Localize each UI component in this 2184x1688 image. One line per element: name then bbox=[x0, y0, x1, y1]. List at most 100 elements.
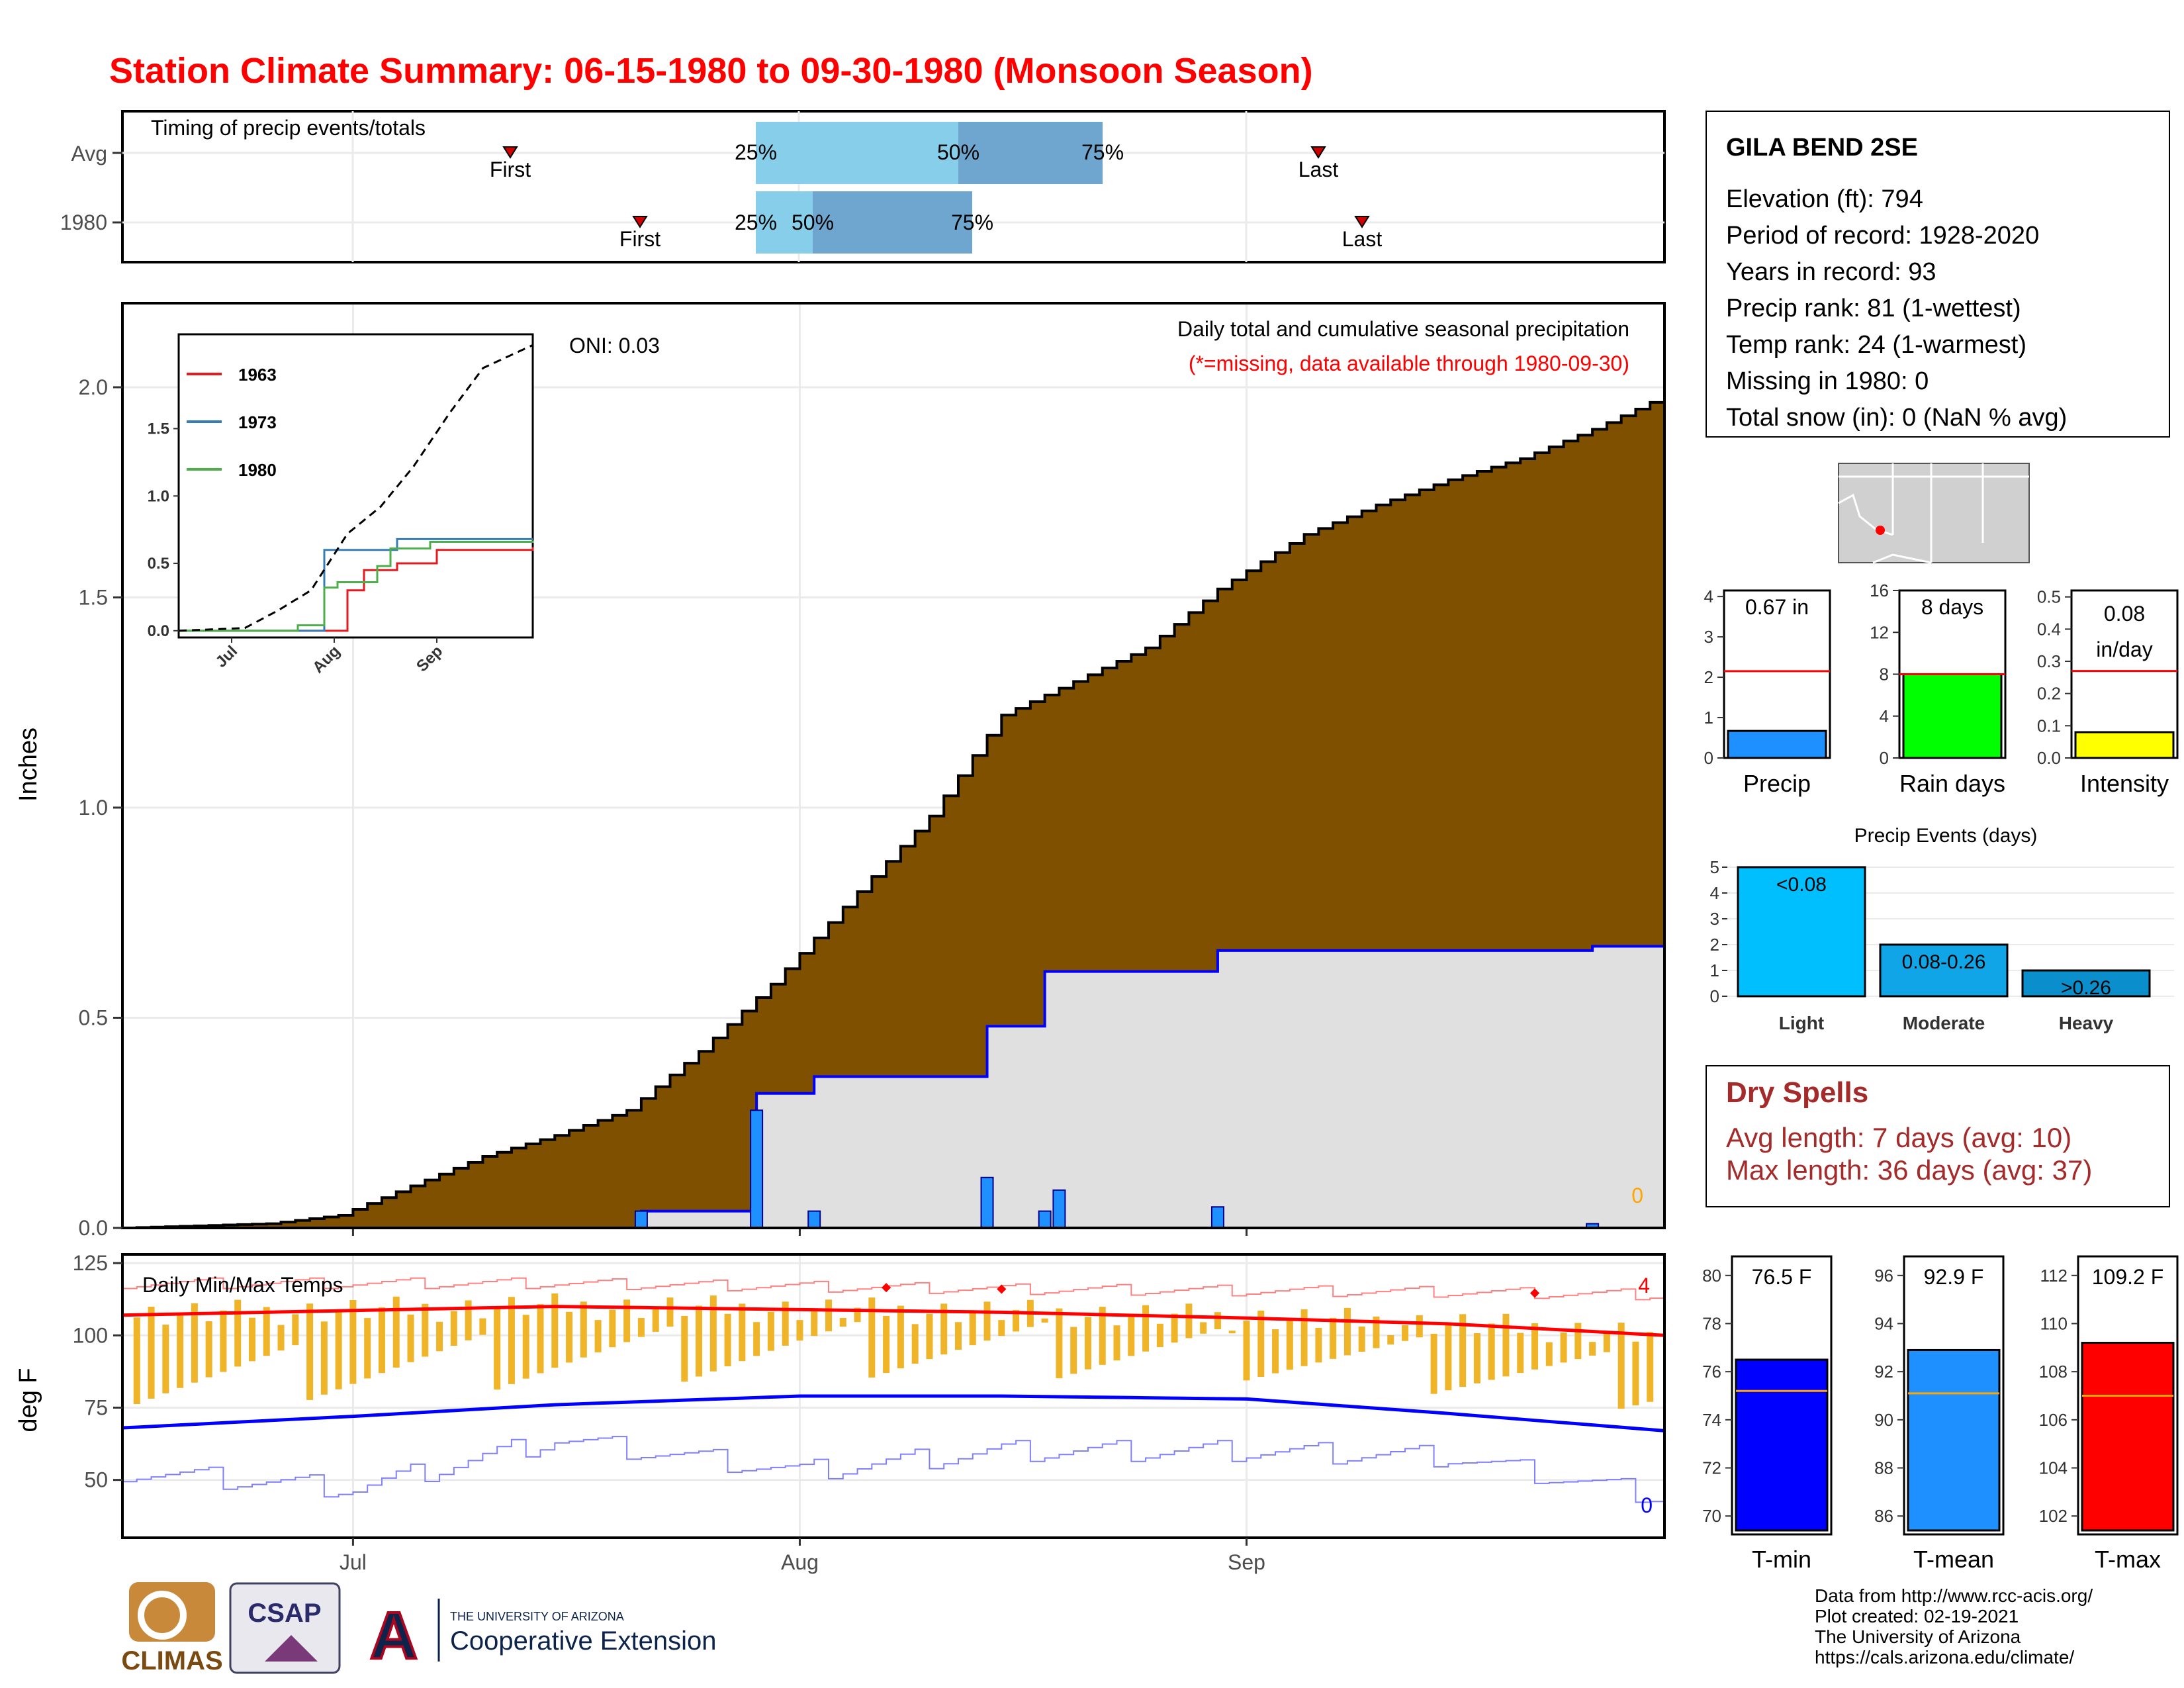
axis-tick-label: 0.0 bbox=[2037, 748, 2061, 768]
intensity-unit: in/day bbox=[2096, 637, 2152, 661]
footer-line-3: The University of Arizona bbox=[1815, 1626, 2021, 1647]
daily-temp-bar bbox=[465, 1300, 472, 1340]
axis-tick-label: 80 bbox=[1702, 1266, 1721, 1286]
daily-temp-bar bbox=[983, 1301, 991, 1341]
intensity-value: 0.08 bbox=[2104, 602, 2145, 626]
daily-temp-bar bbox=[926, 1313, 933, 1360]
precip-events-axis: 0 1 2 3 4 5 bbox=[1710, 857, 1727, 1006]
daily-temp-bar bbox=[1330, 1317, 1337, 1359]
precip-y-tick-label: 0.5 bbox=[79, 1006, 108, 1030]
axis-tick-label: 0.1 bbox=[2037, 716, 2061, 735]
axis-tick-label: 72 bbox=[1702, 1458, 1721, 1478]
daily-temp-bar bbox=[1517, 1333, 1524, 1374]
daily-temp-bar bbox=[292, 1314, 299, 1346]
axis-tick-label: 0 bbox=[1704, 748, 1713, 768]
daily-temp-bar bbox=[1402, 1325, 1409, 1341]
rain-days-bar bbox=[1902, 673, 2003, 759]
timing-1980-first-label: First bbox=[619, 227, 660, 251]
daily-temp-bar bbox=[868, 1297, 876, 1378]
precip-total-axis: 0 1 2 3 4 bbox=[1704, 586, 1724, 768]
daily-temp-bar bbox=[580, 1301, 587, 1358]
tmean-axis: 86 88 90 92 94 96 bbox=[1874, 1266, 1904, 1526]
timing-1980-first-marker bbox=[632, 216, 648, 228]
ua-logo[interactable]: A THE UNIVERSITY OF ARIZONA Cooperative … bbox=[361, 1597, 716, 1674]
daily-temp-bar bbox=[450, 1311, 457, 1346]
temps-max-missing: 4 bbox=[1638, 1274, 1650, 1297]
tmean-bar bbox=[1907, 1348, 2001, 1532]
daily-temp-bar bbox=[364, 1318, 371, 1379]
inset-plot: 0.00.51.01.5 Jul Aug Sep 1963 1973 1980 bbox=[148, 333, 534, 677]
inset-y-tick-label: 1.5 bbox=[148, 420, 169, 438]
precip-missing-note: (*=missing, data available through 1980-… bbox=[1189, 352, 1629, 375]
inset-y-tick-label: 0.5 bbox=[148, 555, 169, 573]
daily-temp-bar bbox=[1128, 1315, 1135, 1356]
daily-precip-bar bbox=[750, 1109, 764, 1229]
precip-total-value: 0.67 in bbox=[1745, 595, 1809, 619]
temps-y-tick-label: 50 bbox=[84, 1468, 108, 1492]
record-high-marker bbox=[997, 1284, 1007, 1294]
dry-spells-box: Dry Spells Avg length: 7 days (avg: 10) … bbox=[1706, 1065, 2170, 1207]
ua-logo-line1: THE UNIVERSITY OF ARIZONA bbox=[450, 1610, 624, 1623]
daily-temp-bar bbox=[566, 1311, 573, 1363]
timing-avg-last-label: Last bbox=[1298, 158, 1339, 181]
daily-temp-bar bbox=[1243, 1321, 1250, 1381]
csap-logo[interactable]: CSAP bbox=[229, 1582, 341, 1674]
daily-temp-bar bbox=[205, 1321, 212, 1378]
events-bar-category-label: Moderate bbox=[1903, 1013, 1985, 1033]
daily-temp-bar bbox=[1373, 1316, 1380, 1348]
station-info-box: GILA BEND 2SE Elevation (ft): 794 Period… bbox=[1706, 111, 2170, 438]
temps-y-tick-label: 75 bbox=[84, 1395, 108, 1419]
daily-temp-bar bbox=[1617, 1323, 1625, 1409]
daily-temp-bar bbox=[1445, 1323, 1452, 1391]
events-y-tick-label: 4 bbox=[1710, 883, 1719, 903]
daily-temp-bar bbox=[1416, 1315, 1423, 1338]
tmean-value: 92.9 F bbox=[1924, 1265, 1984, 1289]
axis-tick-label: 4 bbox=[1704, 586, 1713, 606]
daily-temp-bar bbox=[1286, 1319, 1293, 1370]
daily-temp-bar bbox=[479, 1318, 486, 1335]
record-high-marker bbox=[882, 1283, 891, 1293]
station-info-frame bbox=[1706, 111, 2170, 438]
daily-temp-bar bbox=[1560, 1333, 1567, 1363]
daily-temp-bar bbox=[1228, 1331, 1236, 1334]
daily-temp-bar bbox=[940, 1303, 948, 1355]
intensity-bar bbox=[2074, 731, 2175, 759]
inset-legend-1973: 1973 bbox=[238, 412, 277, 432]
daily-temp-bar bbox=[1041, 1318, 1048, 1323]
daily-temp-bar bbox=[1574, 1323, 1582, 1360]
inset-y-tick-label: 0.0 bbox=[148, 622, 169, 640]
axis-tick-label: 96 bbox=[1874, 1266, 1893, 1286]
timing-avg-q25-label: 25% bbox=[735, 140, 777, 164]
axis-tick-label: 108 bbox=[2039, 1362, 2068, 1382]
precip-y-tick-label: 0.0 bbox=[79, 1216, 108, 1240]
daily-temp-bar bbox=[854, 1307, 861, 1323]
axis-tick-label: 2 bbox=[1704, 667, 1713, 687]
daily-temp-bar bbox=[609, 1309, 616, 1348]
climas-logo[interactable]: CLIMAS bbox=[121, 1582, 223, 1675]
events-y-tick-label: 1 bbox=[1710, 961, 1719, 980]
events-bar-moderate bbox=[1879, 943, 2009, 998]
tmax-label: T-max bbox=[2095, 1546, 2161, 1573]
daily-temp-bar bbox=[191, 1303, 198, 1383]
footer-line-2: Plot created: 02-19-2021 bbox=[1815, 1606, 2019, 1626]
daily-temp-bar bbox=[652, 1307, 659, 1332]
station-line-7: Total snow (in): 0 (NaN % avg) bbox=[1726, 404, 2067, 432]
daily-temp-bar bbox=[739, 1303, 746, 1362]
events-bar-range-label: 0.08-0.26 bbox=[1902, 951, 1986, 973]
events-y-tick-label: 0 bbox=[1710, 986, 1719, 1006]
daily-temp-bar bbox=[248, 1317, 255, 1362]
daily-temp-bar bbox=[767, 1311, 774, 1351]
daily-temp-bar bbox=[998, 1320, 1005, 1336]
axis-tick-label: 1 bbox=[1704, 708, 1713, 727]
observed-cumulative-area bbox=[122, 946, 1664, 1228]
temps-frame bbox=[121, 1253, 1666, 1539]
tmin-value: 76.5 F bbox=[1752, 1265, 1812, 1289]
daily-temp-bar bbox=[508, 1297, 515, 1384]
precip-total-chart: 0.67 in 0 1 2 3 4 Precip bbox=[1704, 586, 1831, 797]
timing-avg-q75-label: 75% bbox=[1081, 140, 1124, 164]
tmax-axis: 102 104 106 108 110 112 bbox=[2039, 1266, 2078, 1526]
timing-row-avg: Avg bbox=[71, 142, 107, 165]
rain-days-value: 8 days bbox=[1921, 595, 1983, 619]
climas-logo-text: CLIMAS bbox=[121, 1646, 222, 1675]
